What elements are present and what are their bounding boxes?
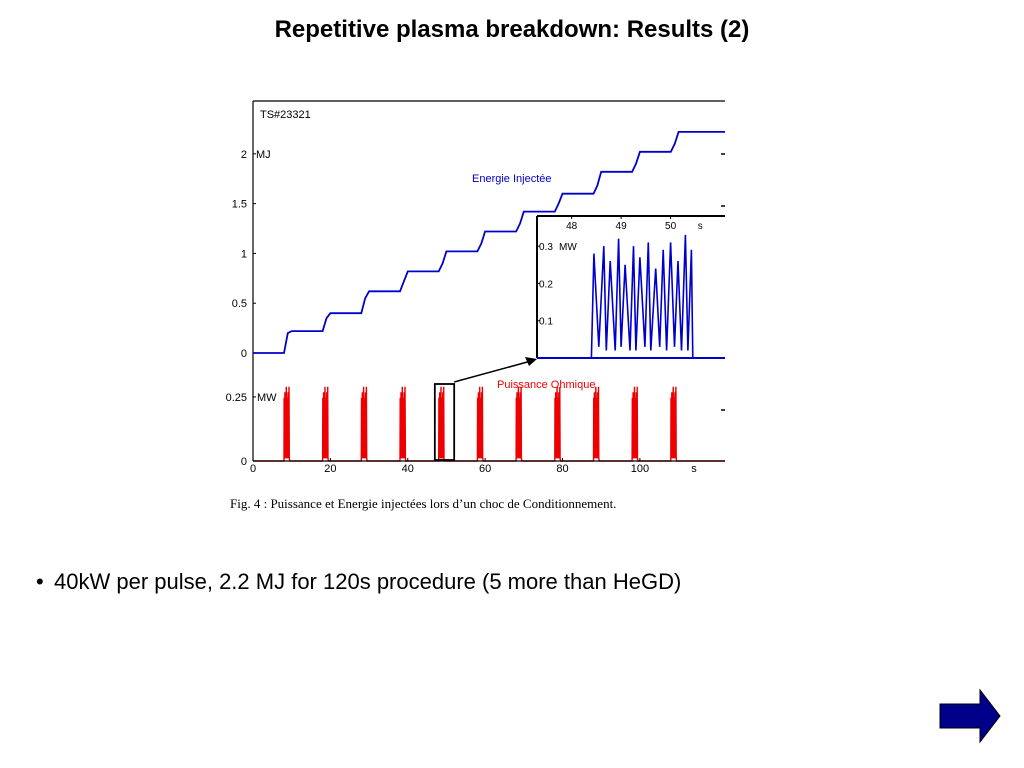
inset-x-tick-label: 49 (616, 221, 628, 232)
zoom-inset: 48 49 50 s 0.1 0.2 0.3 MW (433, 215, 725, 461)
bullet-marker: • (36, 569, 44, 594)
x-tick-label: 20 (324, 463, 336, 475)
next-slide-button[interactable] (938, 688, 1002, 744)
power-series-label: Puissance Ohmique (497, 379, 595, 391)
power-axis: 0 0.25 MW (226, 392, 278, 468)
inset-y-tick-label: 0.2 (539, 279, 553, 290)
figure: 0 0.5 1 1.5 2 MJ 0 0.25 MW 0 20 40 60 80 100 s 48 49 50… (226, 100, 725, 475)
zoom-highlight-box (433, 383, 456, 461)
energy-series-label: Energie Injectée (472, 173, 552, 185)
energy-y-tick-label: 0.5 (232, 298, 247, 310)
x-tick-label: 80 (556, 463, 568, 475)
right-arrow-icon[interactable] (939, 688, 1001, 744)
zoom-arrow-line (453, 360, 532, 383)
energy-axis: 0 0.5 1 1.5 2 MJ (232, 149, 271, 360)
energy-plot (253, 131, 725, 354)
x-tick-label: 60 (479, 463, 491, 475)
bullet-text: 40kW per pulse, 2.2 MJ for 120s procedur… (54, 569, 682, 594)
shot-label: TS#23321 (260, 109, 311, 121)
inset-x-tick-label: 48 (566, 221, 578, 232)
figure-caption: Fig. 4 : Puissance et Energie injectées … (230, 496, 617, 511)
energy-y-tick-label: 1 (241, 248, 247, 260)
figure-labels: TS#23321 Energie Injectée Puissance Ohmi… (260, 109, 595, 391)
power-unit-label: MW (257, 392, 277, 404)
energy-y-tick-label: 1.5 (232, 199, 247, 211)
x-axis: 0 20 40 60 80 100 s (250, 458, 725, 475)
x-unit-label: s (691, 463, 697, 475)
slide-title: Repetitive plasma breakdown: Results (2) (274, 16, 750, 43)
x-tick-label: 0 (250, 463, 256, 475)
energy-series-line (253, 131, 725, 354)
inset-y-tick-label: 0.3 (539, 242, 553, 253)
inset-x-unit-label: s (698, 221, 703, 232)
power-y-tick-label: 0.25 (226, 392, 247, 404)
x-tick-label: 40 (402, 463, 414, 475)
energy-y-tick-label: 0 (241, 348, 247, 360)
power-series-line (253, 386, 725, 462)
x-tick-label: 100 (631, 463, 649, 475)
energy-unit-label: MJ (256, 149, 271, 161)
zoom-arrow-head (525, 357, 537, 366)
inset-x-tick-label: 50 (665, 221, 677, 232)
energy-y-tick-label: 2 (241, 149, 247, 161)
inset-series-line (537, 234, 725, 359)
power-y-tick-label: 0 (241, 456, 247, 468)
power-plot (253, 386, 725, 462)
inset-y-tick-label: 0.1 (539, 317, 553, 328)
bullet-item: • 40kW per pulse, 2.2 MJ for 120s procedu… (36, 569, 681, 595)
inset-unit-label: MW (559, 242, 577, 253)
